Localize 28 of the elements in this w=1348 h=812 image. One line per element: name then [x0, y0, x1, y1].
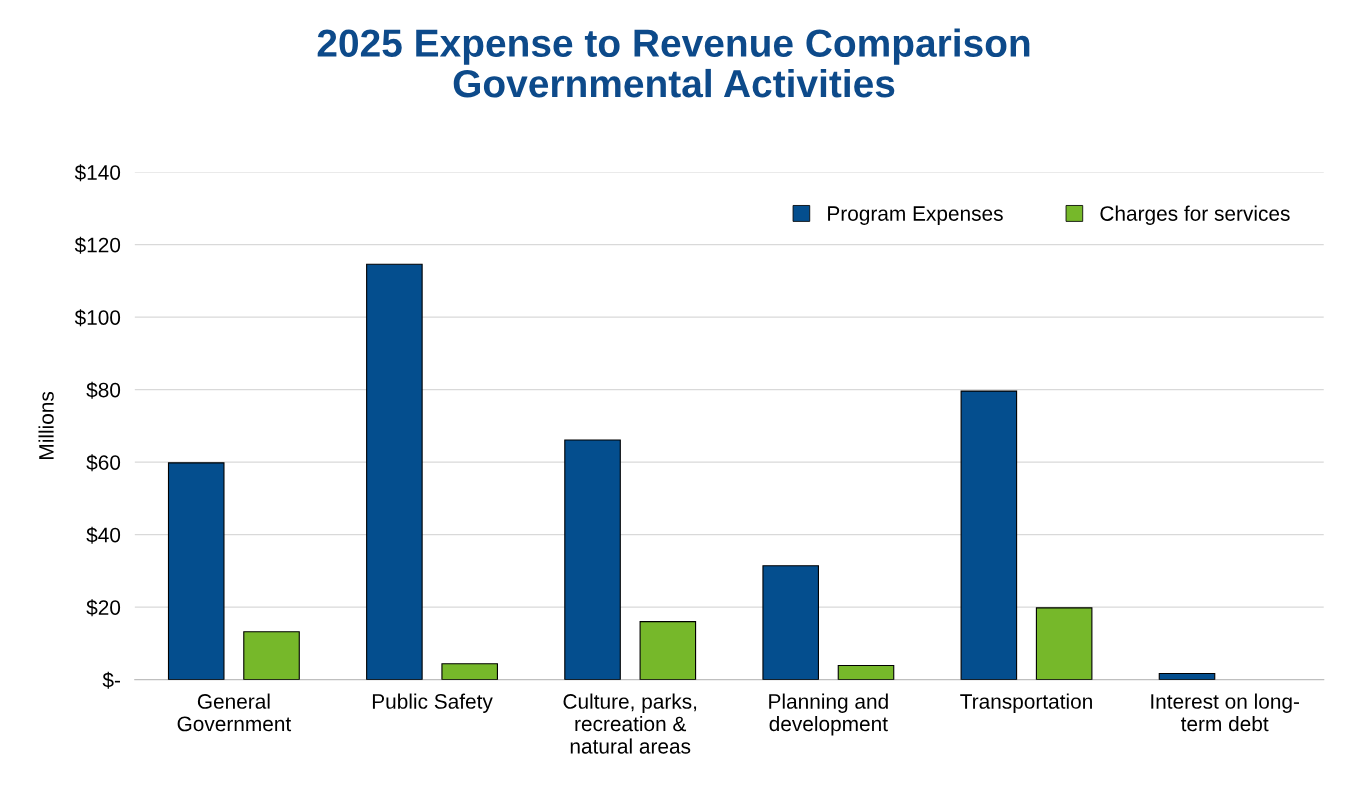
x-tick-label: Interest on long- term debt [1151, 693, 1300, 732]
y-tick-label: $100 [74, 309, 121, 327]
y-tick-label: $140 [74, 164, 121, 182]
x-tick-label: General Government [177, 693, 292, 732]
bar [960, 390, 1018, 680]
bar [1035, 607, 1093, 680]
x-tick-label: Public Safety [372, 693, 493, 713]
bar [167, 462, 225, 680]
y-tick-label: $20 [86, 599, 121, 617]
legend-label: Program Expenses [828, 206, 1003, 226]
x-tick-label: Culture, parks, recreation & natural areas [563, 693, 697, 754]
y-tick-label: $- [102, 671, 120, 689]
bar [441, 663, 498, 680]
y-tick-label: $60 [86, 454, 121, 472]
y-tick-label: $80 [86, 381, 121, 399]
bar [837, 664, 895, 680]
bar [243, 631, 300, 680]
y-tick-label: $40 [86, 526, 121, 544]
bar [762, 565, 819, 680]
x-tick-label: Transportation [960, 693, 1092, 713]
bar [564, 439, 621, 680]
y-axis-title: Millions [38, 391, 54, 459]
y-tick-label: $120 [74, 236, 121, 254]
legend-label: Charges for services [1100, 205, 1290, 226]
x-tick-label: Planning and development [769, 693, 888, 736]
bar [639, 621, 697, 680]
bar [366, 263, 423, 680]
chart-title: 2025 Expense to Revenue Comparison Governmental Activities [317, 28, 1030, 98]
